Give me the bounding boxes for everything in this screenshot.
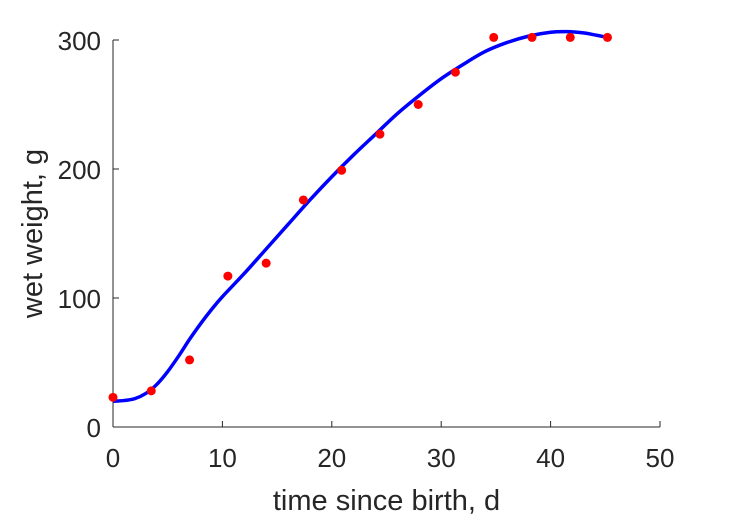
data-point <box>450 67 460 77</box>
x-tick-label: 0 <box>106 443 120 473</box>
data-point <box>602 32 612 42</box>
y-axis-label: wet weight, g <box>17 149 49 319</box>
y-tick-label: 100 <box>58 284 101 314</box>
data-point <box>489 32 499 42</box>
x-tick-label: 40 <box>536 443 565 473</box>
data-point <box>185 355 195 365</box>
y-tick-label: 0 <box>87 413 101 443</box>
y-tick-label: 200 <box>58 155 101 185</box>
data-point <box>337 165 347 175</box>
data-point <box>527 32 537 42</box>
x-tick-label: 10 <box>208 443 237 473</box>
plot-area <box>108 29 612 403</box>
data-point <box>565 32 575 42</box>
x-axis-label: time since birth, d <box>273 485 500 517</box>
data-point <box>413 100 423 109</box>
x-tick-label: 50 <box>646 443 675 473</box>
axes: 0 10 20 30 40 50 0 100 200 300 <box>58 26 675 473</box>
data-point <box>108 392 118 402</box>
fit-curve <box>112 29 608 403</box>
data-point <box>261 258 271 268</box>
data-point <box>298 195 308 205</box>
x-tick-label: 30 <box>427 443 456 473</box>
x-tick-label: 20 <box>317 443 346 473</box>
y-tick-label: 300 <box>58 26 101 56</box>
data-point <box>375 129 385 139</box>
data-point <box>146 386 156 396</box>
data-point <box>223 271 233 281</box>
